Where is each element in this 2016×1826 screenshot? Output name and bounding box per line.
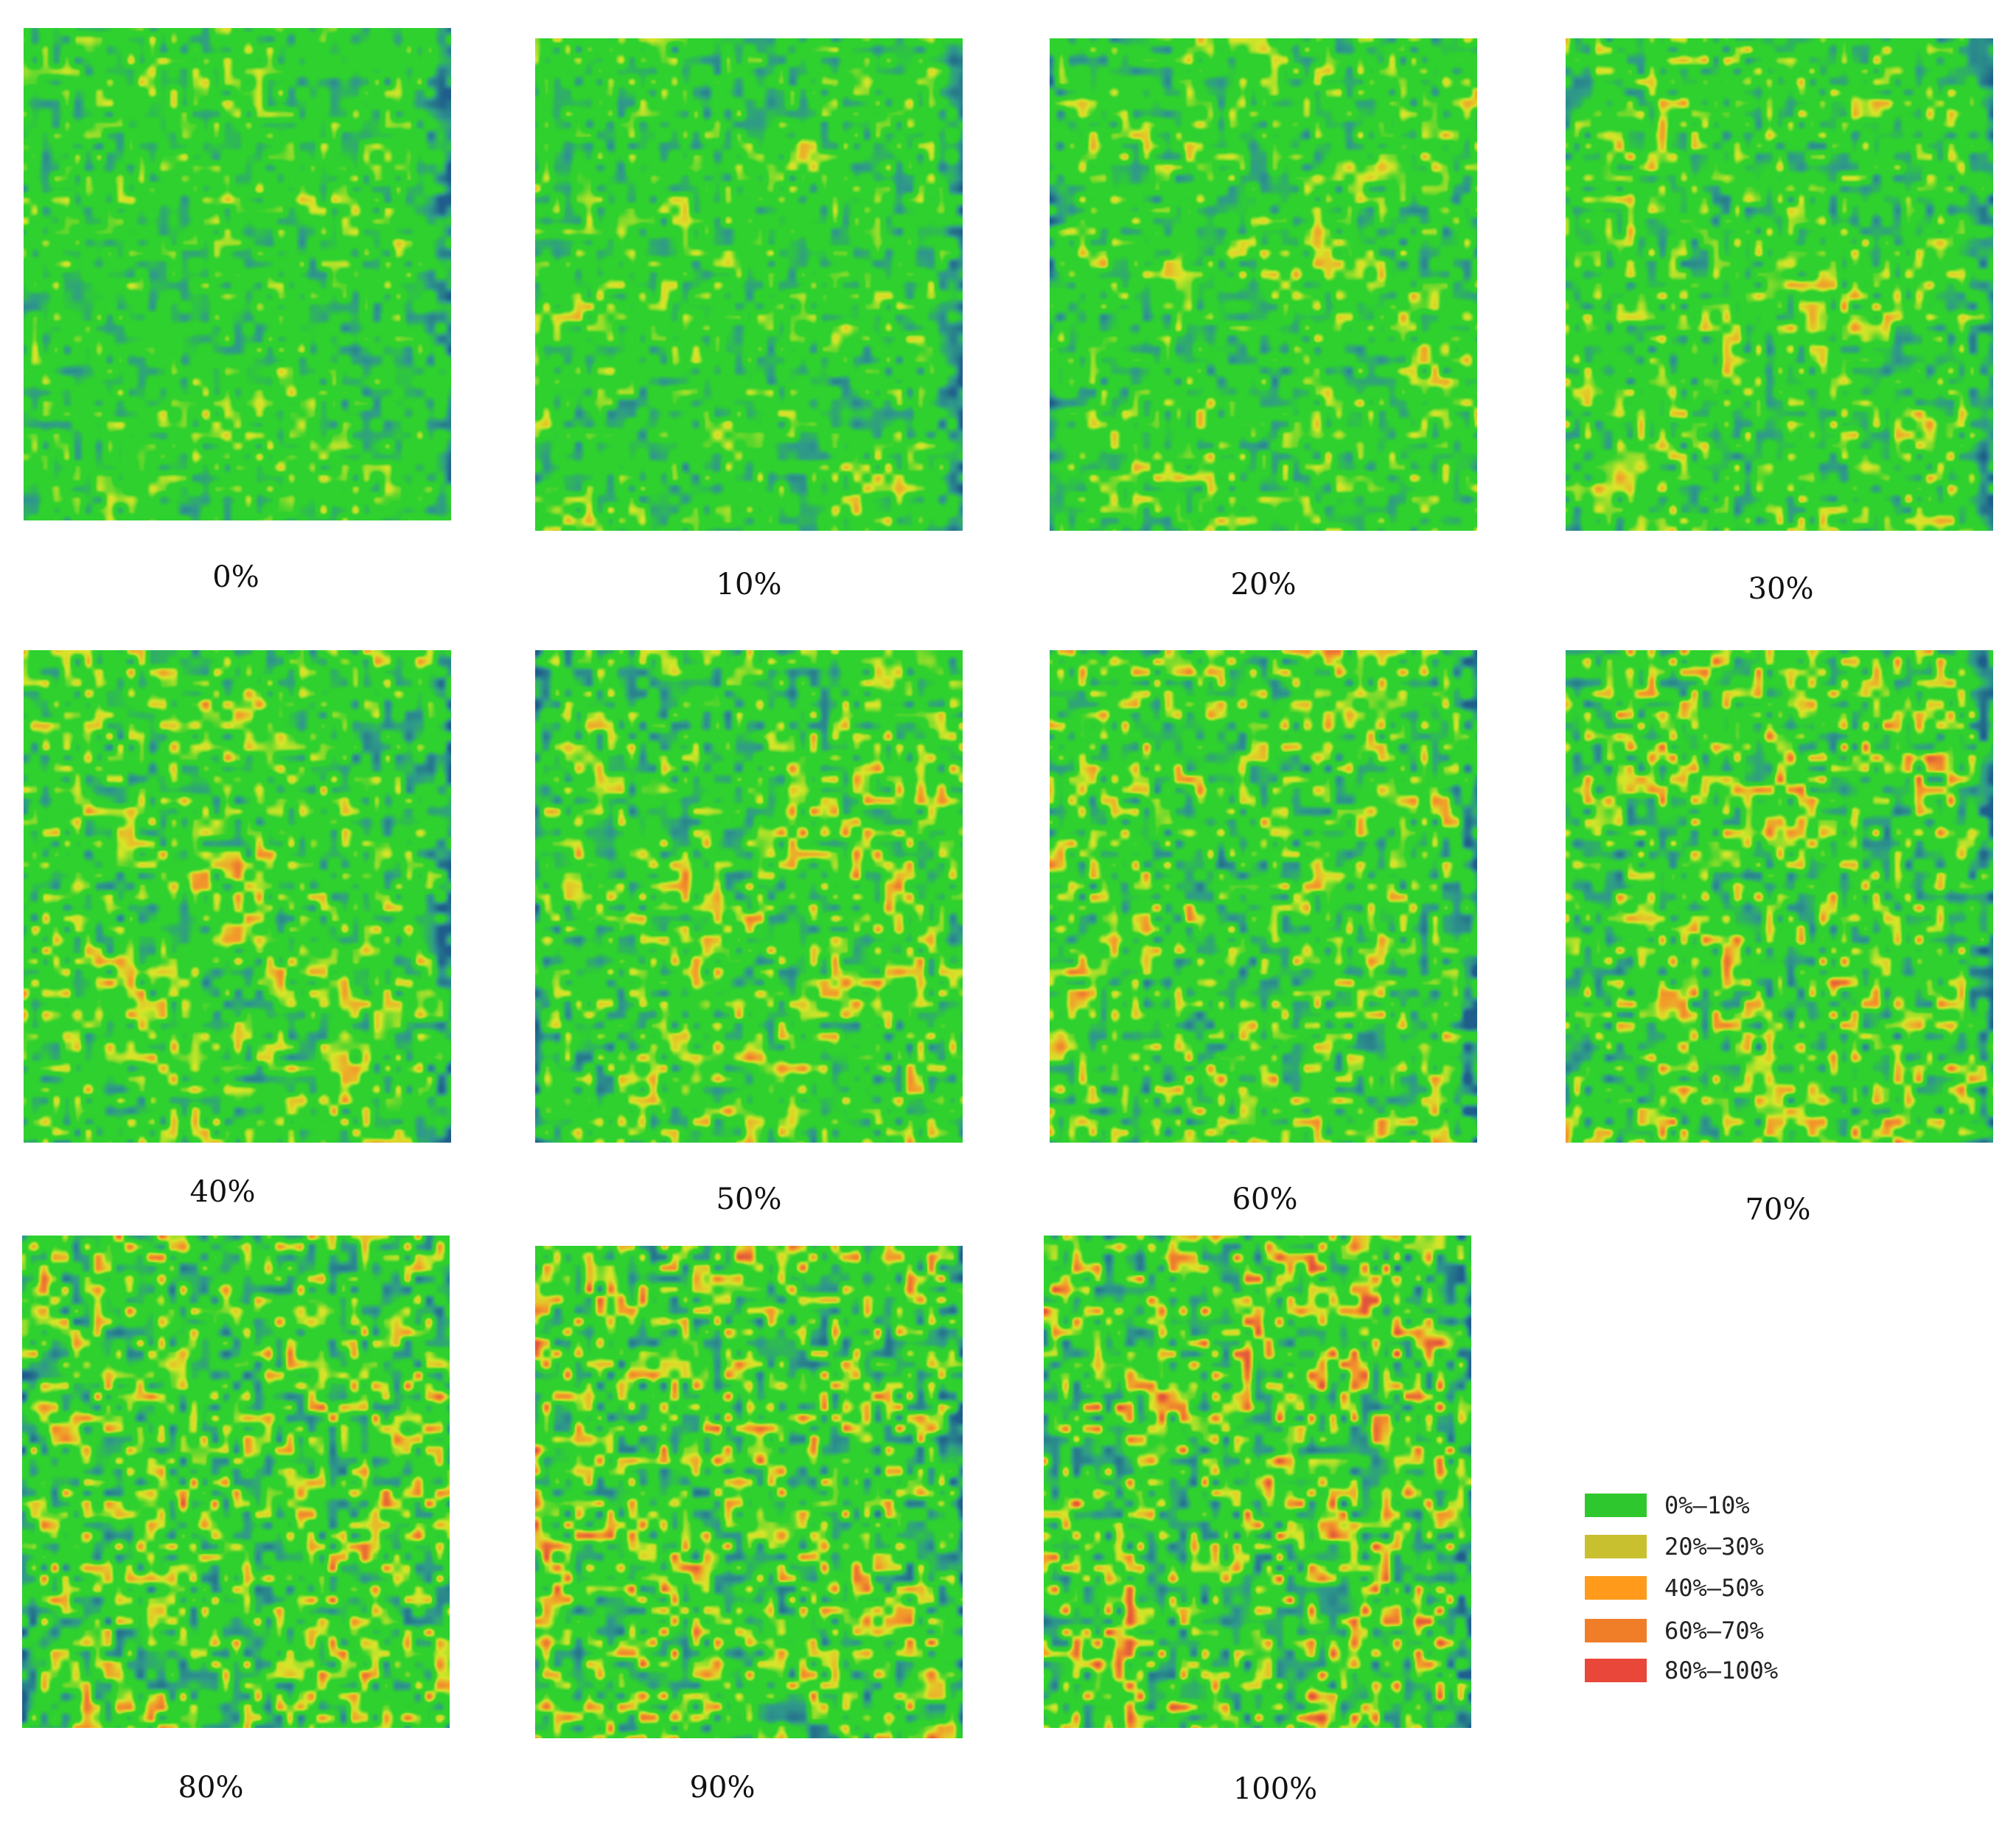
caption-70: 70% — [1745, 1193, 1811, 1227]
heatmap-panel-50 — [535, 650, 963, 1143]
heatmap-canvas-80 — [22, 1236, 450, 1728]
heatmap-panel-60 — [1050, 650, 1477, 1143]
heatmap-panel-0 — [24, 28, 451, 520]
heatmap-panel-80 — [22, 1236, 450, 1728]
caption-80: 80% — [178, 1771, 244, 1805]
heatmap-canvas-100 — [1044, 1236, 1471, 1728]
heatmap-canvas-40 — [24, 650, 451, 1143]
heatmap-canvas-60 — [1050, 650, 1477, 1143]
heatmap-panel-10 — [535, 38, 963, 531]
legend-label: 40%–50% — [1664, 1574, 1764, 1602]
caption-40: 40% — [189, 1175, 256, 1209]
legend-swatch — [1585, 1576, 1647, 1600]
legend-label: 0%–10% — [1664, 1491, 1750, 1519]
caption-50: 50% — [716, 1182, 782, 1216]
heatmap-canvas-50 — [535, 650, 963, 1143]
caption-0: 0% — [212, 560, 259, 594]
caption-90: 90% — [689, 1771, 756, 1805]
legend-item: 40%–50% — [1585, 1572, 1821, 1604]
heatmap-canvas-10 — [535, 38, 963, 531]
legend-item: 0%–10% — [1585, 1489, 1821, 1522]
heatmap-panel-70 — [1566, 650, 1993, 1143]
heatmap-canvas-20 — [1050, 38, 1477, 531]
heatmap-panel-30 — [1566, 38, 1993, 531]
heatmap-panel-40 — [24, 650, 451, 1143]
legend-swatch — [1585, 1659, 1647, 1682]
legend-label: 20%–30% — [1664, 1533, 1764, 1561]
legend-label: 60%–70% — [1664, 1617, 1764, 1645]
heatmap-canvas-0 — [24, 28, 451, 520]
heatmap-panel-90 — [535, 1246, 963, 1738]
legend: 0%–10% 20%–30% 40%–50% 60%–70% 80%–100% — [1585, 1489, 1821, 1696]
heatmap-panel-20 — [1050, 38, 1477, 531]
caption-60: 60% — [1232, 1182, 1298, 1216]
legend-item: 20%–30% — [1585, 1530, 1821, 1563]
caption-10: 10% — [716, 568, 782, 602]
caption-30: 30% — [1748, 572, 1814, 606]
legend-swatch — [1585, 1494, 1647, 1517]
caption-20: 20% — [1230, 568, 1297, 602]
heatmap-canvas-30 — [1566, 38, 1993, 531]
legend-item: 60%–70% — [1585, 1614, 1821, 1647]
caption-100: 100% — [1232, 1772, 1318, 1806]
heatmap-panel-100 — [1044, 1236, 1471, 1728]
legend-swatch — [1585, 1535, 1647, 1558]
heatmap-canvas-90 — [535, 1246, 963, 1738]
legend-label: 80%–100% — [1664, 1656, 1779, 1684]
legend-item: 80%–100% — [1585, 1654, 1821, 1687]
heatmap-canvas-70 — [1566, 650, 1993, 1143]
legend-swatch — [1585, 1619, 1647, 1642]
